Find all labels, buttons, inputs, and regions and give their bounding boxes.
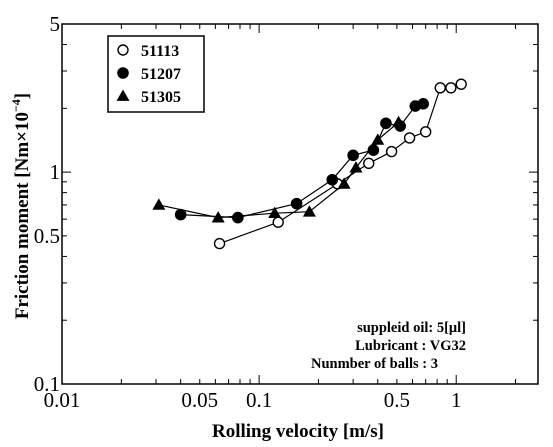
y-axis-title: Friction moment [Nm×10−4] — [9, 93, 33, 319]
data-point-51113 — [272, 216, 284, 228]
x-tick-label: 0.5 — [384, 388, 410, 412]
legend-label-51113: 51113 — [141, 43, 179, 60]
ticks-layer: 0.01 0.05 0.1 0.5 1 0.1 0.5 1 5 — [34, 12, 538, 412]
y-tick-label: 5 — [50, 12, 61, 36]
y-tick-label: 1 — [50, 160, 61, 184]
data-point-51113 — [455, 78, 467, 90]
data-point-51305 — [268, 206, 282, 219]
x-tick-label: 0.05 — [181, 388, 218, 412]
data-point-51113 — [445, 82, 457, 94]
data-point-51207 — [347, 149, 359, 162]
data-point-51305 — [211, 211, 225, 223]
y-axis-title-mult: ×10 — [12, 112, 33, 142]
data-point-51113 — [385, 145, 398, 158]
annotation-balls: Nunmber of balls : 3 — [311, 356, 438, 372]
data-point-51305 — [392, 115, 406, 128]
x-axis-title: Rolling velocity [m/s] — [212, 421, 384, 442]
data-point-51207 — [174, 208, 187, 221]
legend-label-51207: 51207 — [141, 66, 181, 83]
x-tick-label: 0.1 — [246, 388, 272, 412]
legend-label-51305: 51305 — [141, 89, 181, 106]
y-tick-label: 0.5 — [34, 224, 60, 248]
data-point-51305 — [302, 205, 316, 217]
y-axis-title-close: ] — [12, 93, 33, 99]
data-point-51207 — [380, 117, 392, 130]
data-point-51113 — [434, 82, 446, 94]
legend-marker-51305 — [116, 89, 130, 101]
data-point-51207 — [290, 197, 303, 210]
y-axis-title-exp: −4 — [9, 99, 23, 112]
x-tick-label: 1 — [451, 388, 462, 412]
data-point-51113 — [403, 132, 416, 144]
annotation-lubricant: Lubricant : VG32 — [355, 338, 466, 354]
series-markers — [152, 78, 467, 250]
data-point-51207 — [367, 144, 380, 156]
legend: 51113 51207 51305 — [116, 43, 181, 106]
data-point-51207 — [232, 211, 244, 224]
data-point-51113 — [419, 126, 432, 138]
data-point-51305 — [337, 177, 351, 189]
data-point-51305 — [349, 161, 363, 173]
data-point-51207 — [326, 173, 339, 186]
data-point-51207 — [417, 98, 429, 110]
series-line-51207 — [180, 103, 424, 219]
legend-marker-51113 — [117, 44, 129, 56]
data-point-51113 — [213, 237, 226, 250]
y-tick-label: 0.1 — [34, 372, 60, 396]
data-point-51113 — [363, 157, 375, 170]
y-axis-title-main: Friction moment [Nm — [12, 142, 33, 319]
x-tick-label: 0.01 — [44, 388, 81, 412]
annotation-oil: suppleid oil: 5[μl] — [357, 320, 466, 336]
data-point-51305 — [152, 198, 166, 210]
legend-marker-51207 — [117, 67, 129, 79]
data-point-51305 — [371, 133, 385, 145]
